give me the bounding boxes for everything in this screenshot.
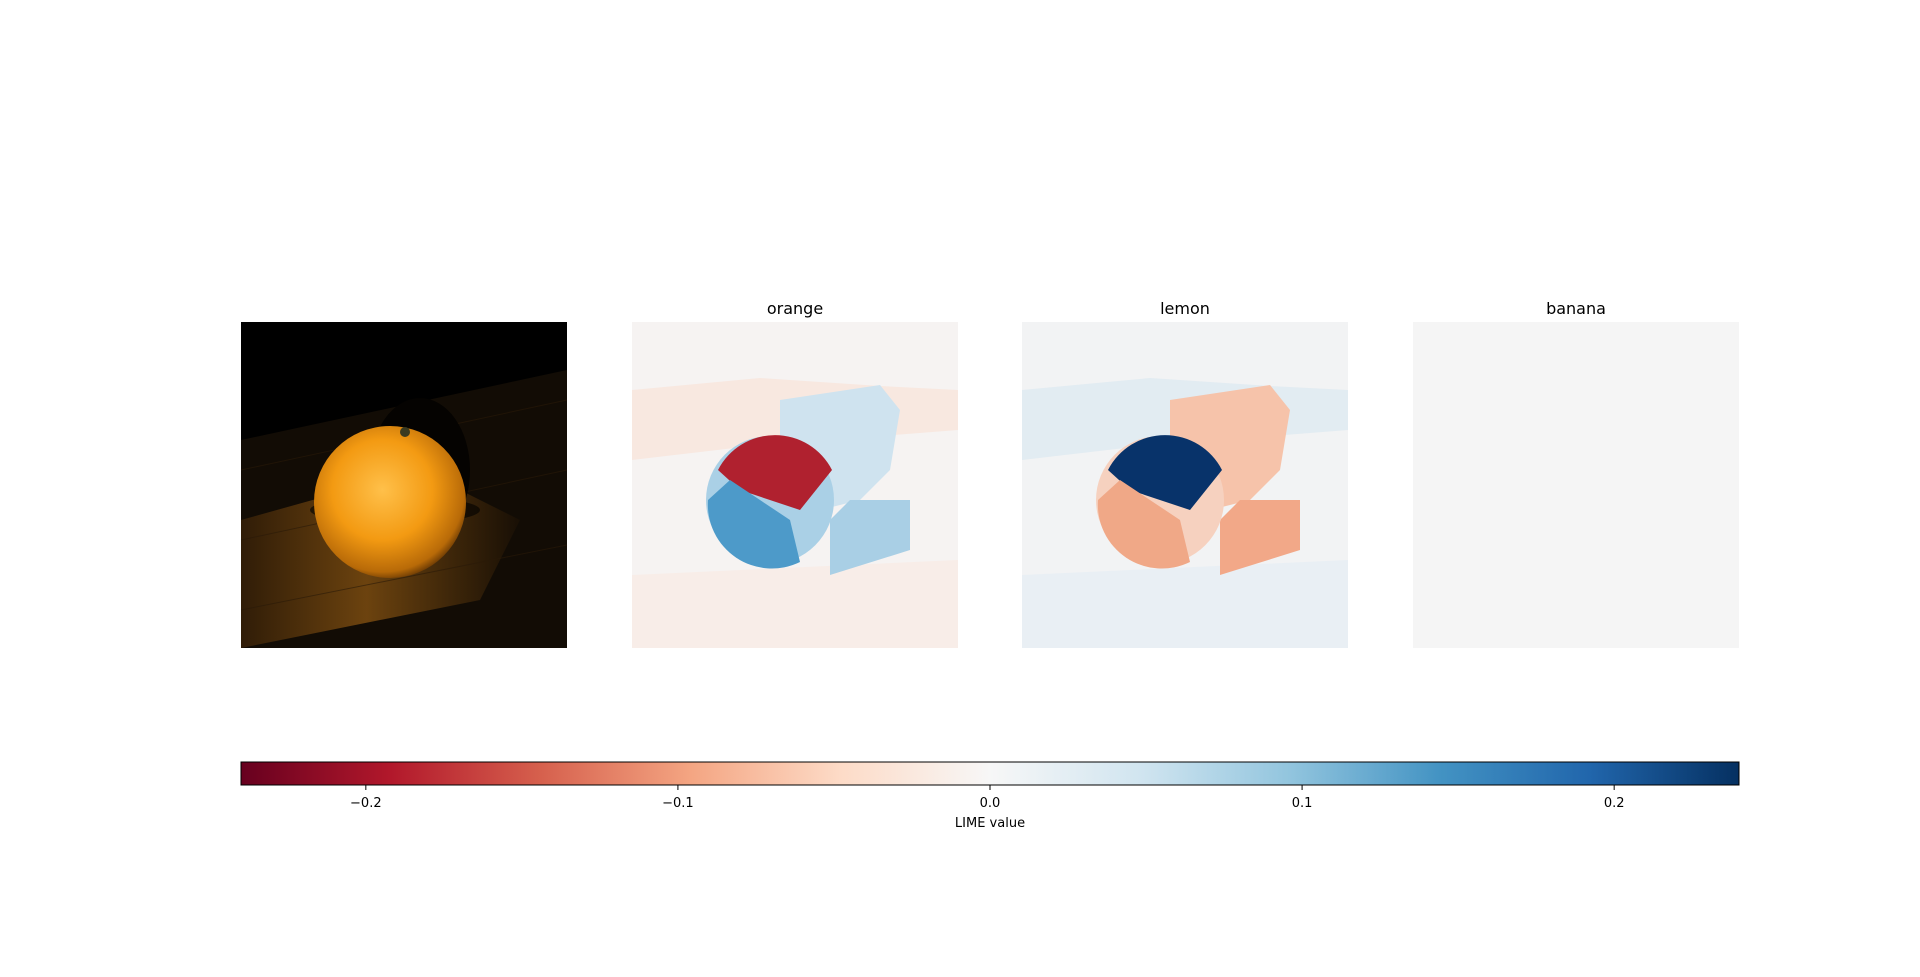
panel-title-orange: orange — [767, 299, 823, 318]
colorbar-tick-label: 0.2 — [1604, 796, 1625, 811]
lemon-heatmap-panel — [1022, 322, 1348, 648]
colorbar-tick-label: 0.0 — [980, 796, 1001, 811]
colorbar-tick-label: 0.1 — [1292, 796, 1313, 811]
colorbar-tick-label: −0.2 — [350, 796, 382, 811]
colorbar-ticks: −0.2 −0.1 0.0 0.1 0.2 — [350, 785, 1625, 811]
banana-heatmap-panel — [1413, 322, 1739, 648]
panel-title-banana: banana — [1546, 299, 1606, 318]
orange-heatmap-panel — [632, 322, 958, 648]
colorbar-tick-label: −0.1 — [662, 796, 694, 811]
colorbar-label: LIME value — [955, 816, 1025, 831]
colorbar: −0.2 −0.1 0.0 0.1 0.2 LIME value — [240, 761, 1740, 831]
photo-panel — [240, 322, 568, 648]
panel-title-lemon: lemon — [1160, 299, 1210, 318]
colorbar-gradient — [240, 761, 1740, 786]
